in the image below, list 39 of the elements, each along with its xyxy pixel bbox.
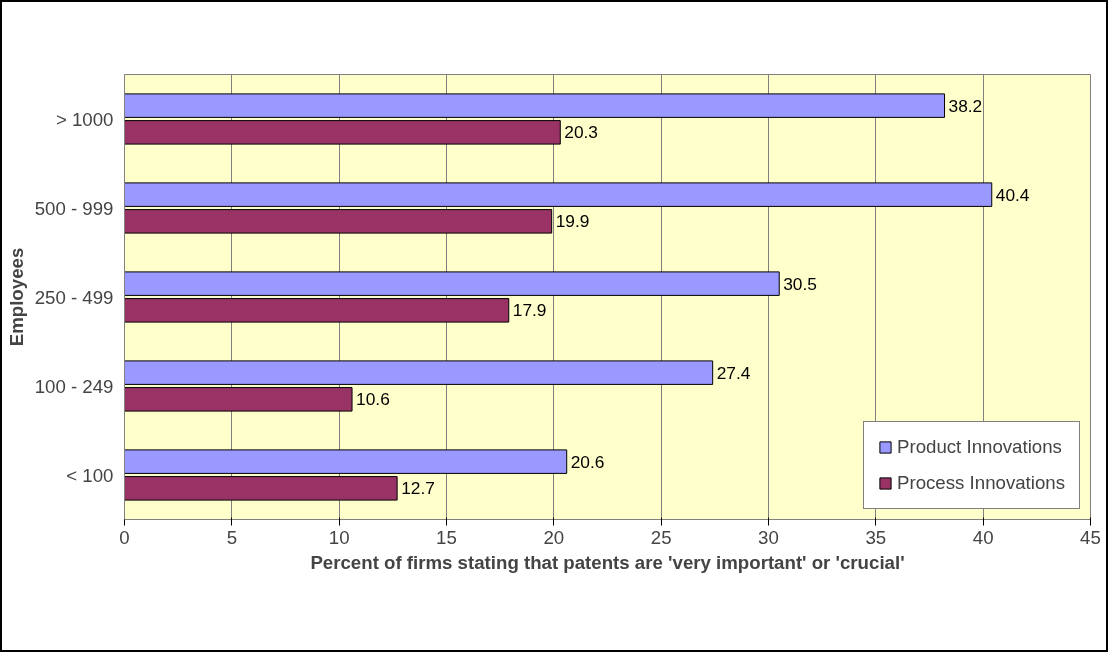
data-label: 10.6 <box>356 389 390 410</box>
y-axis-title: Employees <box>5 247 27 347</box>
data-label: 12.7 <box>401 478 435 499</box>
bar <box>124 387 353 412</box>
data-label: 20.6 <box>570 451 605 472</box>
x-tick-label: 35 <box>865 526 887 548</box>
x-tick-label: 30 <box>758 526 779 548</box>
bar <box>124 182 993 207</box>
bar <box>124 360 714 385</box>
data-label: 30.5 <box>783 273 817 294</box>
bar <box>124 298 510 323</box>
x-axis-title: Percent of firms stating that patents are 'very important' or 'crucial' <box>310 551 905 573</box>
bar <box>124 449 568 474</box>
data-label: 19.9 <box>555 211 590 232</box>
data-label: 38.2 <box>948 95 983 116</box>
x-tick-label: 15 <box>436 526 457 548</box>
bar <box>124 93 946 118</box>
x-tick-label: 5 <box>226 526 238 548</box>
data-label: 20.3 <box>564 122 599 143</box>
y-tick-label: > 1000 <box>55 108 114 130</box>
x-tick-label: 45 <box>1080 526 1101 548</box>
data-label: 17.9 <box>512 300 547 321</box>
x-tick-label: 25 <box>650 526 672 548</box>
bar <box>124 209 553 234</box>
x-tick-label: 20 <box>543 526 565 548</box>
bar <box>124 476 398 501</box>
x-tick-label: 40 <box>972 526 994 548</box>
x-tick-label: 0 <box>119 526 130 548</box>
data-label: 27.4 <box>716 362 751 383</box>
y-tick-label: 500 - 999 <box>34 197 114 219</box>
legend-label: Product Innovations <box>897 436 1062 458</box>
data-label: 40.4 <box>995 184 1030 205</box>
bar <box>124 120 561 145</box>
x-tick-label: 10 <box>328 526 350 548</box>
y-tick-label: < 100 <box>66 464 114 486</box>
y-tick-label: 100 - 249 <box>34 375 114 397</box>
legend-label: Process Innovations <box>897 472 1065 494</box>
bar <box>124 271 780 296</box>
y-tick-label: 250 - 499 <box>34 286 114 308</box>
